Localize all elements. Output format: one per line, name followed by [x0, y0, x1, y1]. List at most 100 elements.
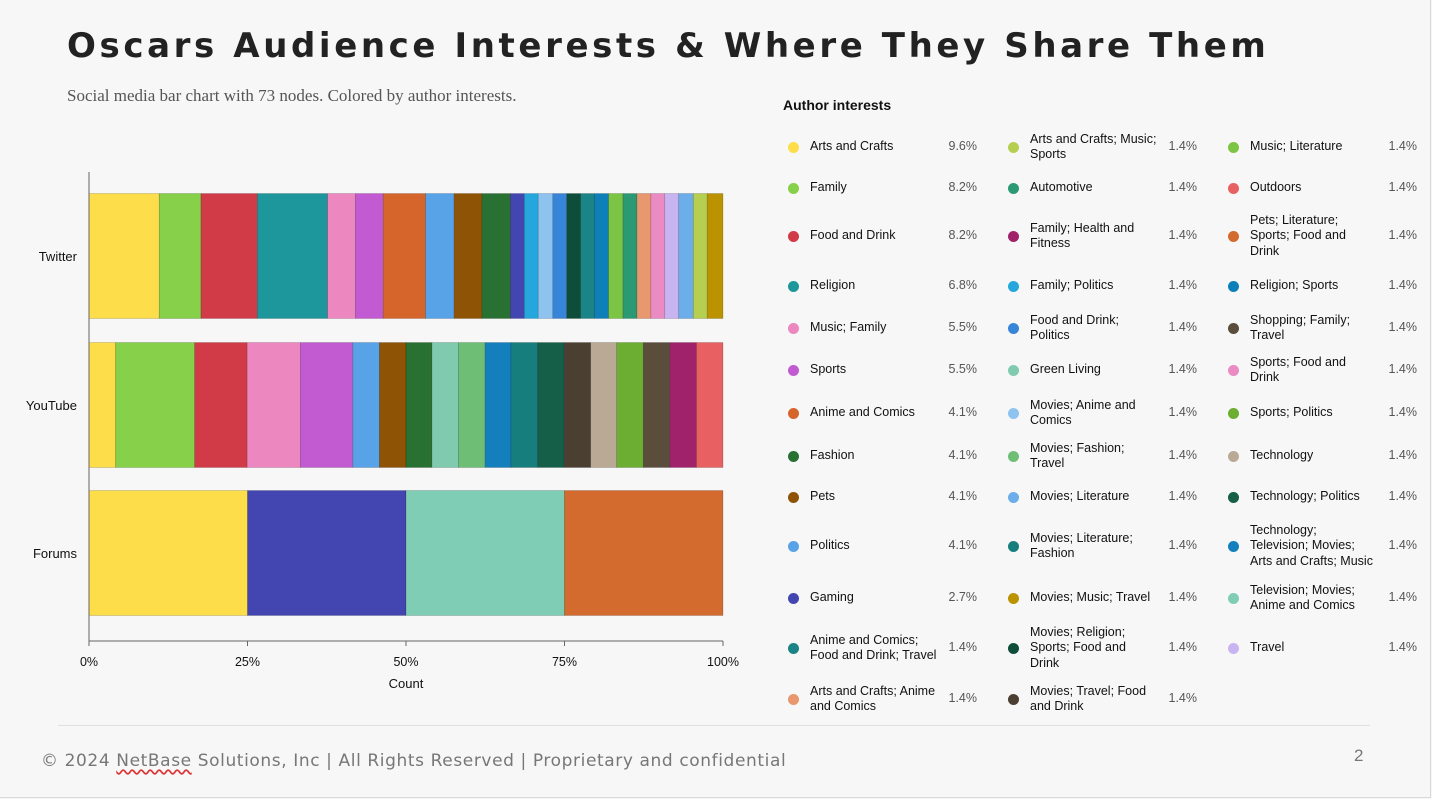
- bar-segment-youtube-15: [616, 342, 644, 468]
- bar-segment-twitter-13: [552, 193, 568, 319]
- legend-percent: 8.2%: [948, 228, 978, 243]
- legend-label: Shopping; Family; Travel: [1250, 312, 1351, 343]
- legend-percent: 1.4%: [1388, 640, 1418, 655]
- legend-label: Family: [810, 180, 847, 195]
- bar-segment-youtube-12: [537, 342, 565, 468]
- legend-percent: 1.4%: [1388, 590, 1418, 605]
- legend-label: Television; Movies; Anime and Comics: [1250, 582, 1355, 613]
- legend-percent: 5.5%: [948, 362, 978, 377]
- bar-segment-youtube-1: [115, 342, 195, 468]
- legend-label: Politics: [810, 538, 850, 553]
- legend-percent: 1.4%: [948, 691, 978, 706]
- legend-item: Technology; Television; Movies; Arts and…: [1226, 523, 1418, 568]
- legend-label: Music; Family: [810, 320, 887, 335]
- legend-item: Politics 4.1%: [786, 526, 977, 566]
- bar-segment-youtube-8: [431, 342, 459, 468]
- legend-label: Automotive: [1030, 180, 1093, 195]
- legend-label: Anime and Comics: [810, 405, 915, 420]
- legend-item: Music; Family 5.5%: [786, 308, 977, 348]
- legend-title: Author interests: [783, 97, 892, 113]
- bar-segment-youtube-17: [669, 342, 697, 468]
- bar-segment-twitter-12: [537, 193, 554, 319]
- x-tick-label-3: 75%: [552, 655, 577, 669]
- bar-segment-youtube-5: [352, 342, 380, 468]
- legend-percent: 1.4%: [1168, 489, 1198, 504]
- legend-percent: 1.4%: [1168, 691, 1198, 706]
- legend-label: Gaming: [810, 590, 854, 605]
- legend-item: Movies; Literature 1.4%: [1006, 477, 1197, 517]
- legend-item: Sports; Food and Drink 1.4%: [1226, 350, 1417, 390]
- legend-swatch: [788, 491, 799, 503]
- bar-segment-twitter-7: [425, 193, 455, 319]
- legend-label: Movies; Anime and Comics: [1030, 397, 1136, 428]
- legend-percent: 4.1%: [948, 538, 978, 553]
- legend-label: Movies; Fashion; Travel: [1030, 440, 1125, 471]
- bar-segment-forums-2: [405, 490, 565, 616]
- legend-percent: 1.4%: [948, 640, 978, 655]
- legend-swatch: [1008, 280, 1019, 292]
- legend-item: Technology; Politics 1.4%: [1226, 477, 1417, 517]
- bar-segment-forums-3: [564, 490, 724, 616]
- legend-label: Travel: [1250, 640, 1285, 655]
- legend-percent: 1.4%: [1388, 362, 1418, 377]
- legend-swatch: [1008, 364, 1019, 376]
- legend-percent: 1.4%: [1388, 538, 1418, 553]
- legend-item: Movies; Fashion; Travel 1.4%: [1006, 436, 1197, 476]
- bar-segment-youtube-6: [379, 342, 407, 468]
- legend-item: Travel 1.4%: [1226, 628, 1417, 668]
- bar-segment-twitter-22: [678, 193, 694, 319]
- legend-item: Music; Literature 1.4%: [1226, 127, 1417, 167]
- legend-item: Family; Health and Fitness 1.4%: [1006, 216, 1197, 256]
- bar-segment-youtube-11: [510, 342, 538, 468]
- legend-item: Family; Politics 1.4%: [1006, 266, 1197, 306]
- legend-percent: 1.4%: [1388, 320, 1418, 335]
- legend-percent: 1.4%: [1168, 448, 1198, 463]
- footer-copyright: © 2024 NetBase Solutions, Inc | All Righ…: [41, 751, 786, 771]
- legend-percent: 1.4%: [1388, 180, 1418, 195]
- bar-segment-youtube-0: [88, 342, 116, 468]
- bar-segment-twitter-16: [594, 193, 609, 319]
- legend-swatch: [1228, 540, 1239, 552]
- legend-percent: 4.1%: [948, 448, 978, 463]
- bar-segment-youtube-18: [696, 342, 724, 468]
- x-tick-label-2: 50%: [393, 655, 418, 669]
- bar-segment-twitter-2: [200, 193, 258, 319]
- legend-label: Pets; Literature; Sports; Food and Drink: [1250, 212, 1346, 258]
- legend-item: Religion; Sports 1.4%: [1226, 266, 1417, 306]
- legend-swatch: [788, 141, 799, 153]
- x-axis-label: Count: [389, 676, 424, 691]
- bar-segment-twitter-5: [355, 193, 384, 319]
- footer-divider: [58, 725, 1370, 726]
- legend-percent: 1.4%: [1388, 489, 1418, 504]
- legend-label: Sports; Politics: [1250, 405, 1333, 420]
- bar-segment-youtube-16: [642, 342, 671, 468]
- legend-percent: 1.4%: [1168, 320, 1198, 335]
- bar-segment-twitter-3: [257, 193, 328, 319]
- legend-label: Fashion: [810, 448, 855, 463]
- footer-prefix: © 2024: [41, 751, 117, 771]
- legend-swatch: [1008, 322, 1019, 334]
- legend-item: Movies; Music; Travel 1.4%: [1006, 578, 1197, 618]
- legend-label: Music; Literature: [1250, 139, 1343, 154]
- legend-label: Movies; Literature; Fashion: [1030, 530, 1133, 561]
- legend-swatch: [1008, 407, 1019, 419]
- legend-item: Arts and Crafts; Music; Sports 1.4%: [1006, 127, 1197, 167]
- legend-item: Family 8.2%: [786, 168, 977, 208]
- legend-swatch: [1228, 141, 1239, 153]
- legend-label: Technology; Television; Movies; Arts and…: [1250, 522, 1373, 568]
- legend-label: Food and Drink: [810, 228, 896, 243]
- bar-segment-youtube-10: [484, 342, 512, 468]
- legend-swatch: [1008, 182, 1019, 194]
- legend-percent: 1.4%: [1168, 640, 1198, 655]
- bar-segment-twitter-14: [566, 193, 581, 319]
- legend-swatch: [1228, 230, 1239, 242]
- bar-segment-twitter-21: [664, 193, 680, 319]
- bar-segment-youtube-7: [405, 342, 433, 468]
- legend-label: Technology; Politics: [1250, 489, 1360, 504]
- legend-swatch: [1228, 450, 1239, 462]
- legend-percent: 1.4%: [1388, 448, 1418, 463]
- legend-item: Pets; Literature; Sports; Food and Drink…: [1226, 213, 1417, 258]
- legend-swatch: [1228, 642, 1239, 654]
- legend-item: Technology 1.4%: [1226, 436, 1417, 476]
- bar-segment-youtube-2: [194, 342, 248, 468]
